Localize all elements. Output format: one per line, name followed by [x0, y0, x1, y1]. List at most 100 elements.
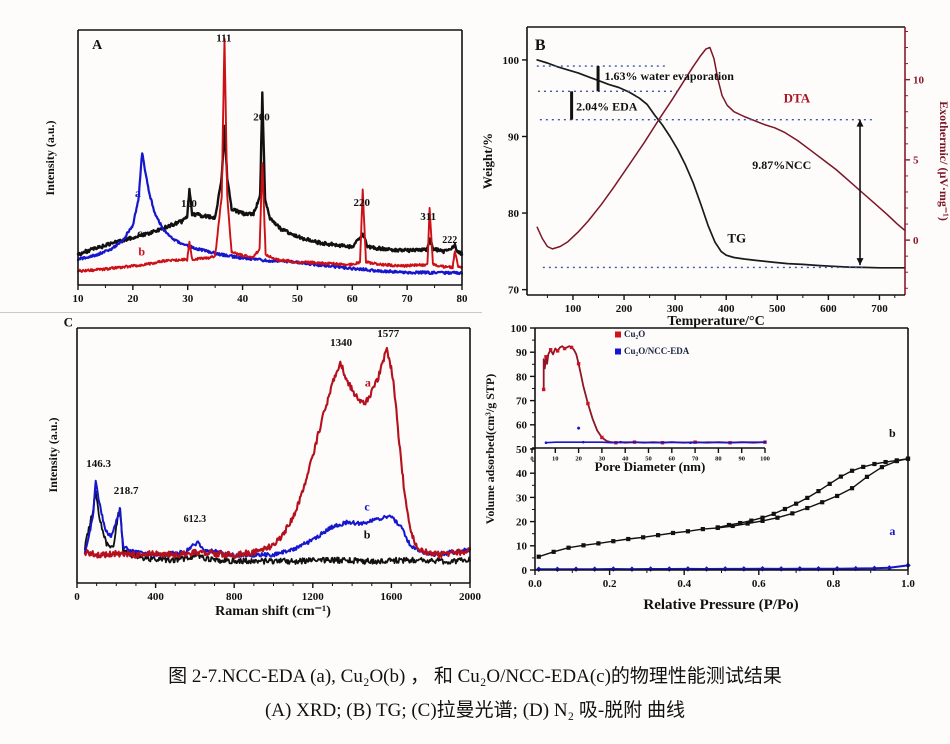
svg-text:C: C [64, 315, 73, 330]
svg-text:b: b [889, 426, 896, 440]
svg-text:0.6: 0.6 [752, 578, 766, 590]
svg-text:500: 500 [769, 303, 786, 315]
svg-text:800: 800 [226, 591, 243, 603]
svg-text:DTA: DTA [784, 91, 811, 106]
svg-text:20: 20 [516, 516, 528, 528]
svg-text:1.63% water evaporation: 1.63% water evaporation [604, 69, 734, 83]
svg-text:0.4: 0.4 [677, 578, 691, 590]
svg-text:220: 220 [354, 197, 371, 209]
svg-text:10: 10 [552, 456, 559, 463]
svg-text:a: a [365, 376, 371, 390]
svg-text:30: 30 [599, 456, 606, 463]
svg-text:50: 50 [292, 293, 304, 305]
figure-caption: 图 2-7.NCC-EDA (a), Cu₂O(b) ， 和 Cu₂O/NCC-… [0, 660, 950, 728]
panel-a-xrd-chart: 10 20 30 40 50 60 70 80 A 111 200 110 220 311 222 a cb In… [43, 29, 469, 305]
svg-text:300: 300 [667, 303, 684, 315]
svg-text:Cu₂O: Cu₂O [624, 329, 645, 339]
svg-text:30: 30 [182, 293, 194, 305]
svg-text:Volume adsorbed(cm³/g STP): Volume adsorbed(cm³/g STP) [483, 374, 497, 525]
svg-text:40: 40 [516, 468, 528, 480]
svg-text:A: A [92, 38, 103, 53]
svg-text:90: 90 [738, 456, 745, 463]
svg-text:111: 111 [216, 32, 231, 44]
svg-text:0: 0 [913, 235, 919, 247]
svg-text:1340: 1340 [330, 337, 353, 349]
panel-c-raman-chart: 0 400 800 1200 1600 2000 C 146.3 218.7 612.3 1340 1… [46, 315, 482, 619]
svg-text:146.3: 146.3 [86, 458, 111, 470]
svg-text:2000: 2000 [459, 591, 482, 603]
svg-text:218.7: 218.7 [114, 485, 139, 497]
svg-text:10: 10 [516, 541, 528, 553]
svg-text:50: 50 [516, 444, 528, 456]
svg-text:612.3: 612.3 [184, 514, 207, 525]
svg-text:c: c [137, 226, 143, 240]
svg-text:90: 90 [508, 131, 520, 143]
svg-text:Pore Diameter (nm): Pore Diameter (nm) [595, 459, 706, 474]
svg-text:60: 60 [347, 293, 359, 305]
svg-text:70: 70 [516, 395, 528, 407]
panel-b-tg-dta-chart: 100 200 300 400 500 600 700 70 80 90 100 0 5 10 B 1.63%… [480, 26, 950, 329]
caption-line-1: 图 2-7.NCC-EDA (a), Cu₂O(b) ， 和 Cu₂O/NCC-… [168, 666, 782, 687]
svg-text:TG: TG [727, 231, 746, 246]
svg-text:10: 10 [913, 74, 925, 86]
svg-text:1577: 1577 [377, 328, 400, 340]
svg-text:400: 400 [718, 303, 735, 315]
svg-text:70: 70 [692, 456, 699, 463]
svg-text:Weight/%: Weight/% [480, 133, 495, 189]
svg-text:1.0: 1.0 [901, 578, 915, 590]
svg-text:700: 700 [871, 303, 888, 315]
svg-text:1200: 1200 [302, 591, 325, 603]
svg-text:0: 0 [522, 565, 528, 577]
svg-text:311: 311 [420, 211, 436, 223]
svg-text:Temperature/°C: Temperature/°C [667, 314, 764, 329]
svg-text:100: 100 [503, 55, 520, 67]
svg-text:70: 70 [508, 284, 520, 296]
svg-text:Cu₂O/NCC-EDA: Cu₂O/NCC-EDA [624, 346, 690, 356]
svg-text:200: 200 [253, 112, 270, 124]
svg-text:20: 20 [127, 293, 139, 305]
svg-text:0: 0 [530, 456, 533, 463]
svg-text:b: b [138, 245, 145, 259]
panel-d-isotherm-chart: 0.0 0.2 0.4 0.6 0.8 1.00102030405060708090100… [483, 323, 915, 613]
svg-text:100: 100 [565, 303, 582, 315]
svg-text:80: 80 [508, 208, 520, 220]
svg-text:1600: 1600 [380, 591, 403, 603]
svg-text:100: 100 [760, 456, 770, 463]
svg-text:200: 200 [616, 303, 633, 315]
svg-text:80: 80 [516, 371, 528, 383]
svg-text:0.8: 0.8 [827, 578, 841, 590]
svg-text:Intensity (a.u.): Intensity (a.u.) [46, 417, 60, 492]
svg-text:20: 20 [575, 456, 582, 463]
svg-text:a: a [135, 186, 141, 200]
svg-text:0.2: 0.2 [603, 578, 617, 590]
svg-text:0: 0 [74, 591, 80, 603]
svg-text:50: 50 [645, 456, 652, 463]
svg-text:2.04% EDA: 2.04% EDA [576, 100, 638, 114]
svg-text:222: 222 [442, 235, 457, 246]
svg-text:40: 40 [237, 293, 249, 305]
svg-text:30: 30 [516, 492, 528, 504]
svg-text:c: c [364, 499, 370, 513]
svg-text:9.87%NCC: 9.87%NCC [752, 158, 811, 172]
svg-text:Raman shift (cm⁻¹): Raman shift (cm⁻¹) [215, 604, 331, 619]
svg-text:b: b [364, 527, 371, 541]
divider-line [0, 312, 482, 313]
svg-text:600: 600 [820, 303, 837, 315]
svg-text:70: 70 [402, 293, 414, 305]
svg-text:10: 10 [73, 293, 85, 305]
svg-text:80: 80 [715, 456, 722, 463]
svg-text:0.0: 0.0 [528, 578, 542, 590]
svg-text:60: 60 [516, 420, 528, 432]
svg-text:110: 110 [181, 198, 197, 210]
svg-text:90: 90 [516, 347, 528, 359]
svg-text:Exothermic/ (μV·mg⁻¹): Exothermic/ (μV·mg⁻¹) [937, 101, 950, 221]
svg-text:80: 80 [457, 293, 469, 305]
svg-text:B: B [535, 37, 546, 54]
svg-text:40: 40 [622, 456, 629, 463]
svg-text:Intensity (a.u.): Intensity (a.u.) [43, 120, 57, 195]
svg-text:Relative Pressure (P/Po): Relative Pressure (P/Po) [643, 597, 798, 613]
svg-text:400: 400 [147, 591, 164, 603]
svg-text:5: 5 [913, 155, 919, 167]
caption-line-2: (A) XRD; (B) TG; (C)拉曼光谱; (D) N₂ 吸-脱附 曲线 [264, 700, 685, 721]
